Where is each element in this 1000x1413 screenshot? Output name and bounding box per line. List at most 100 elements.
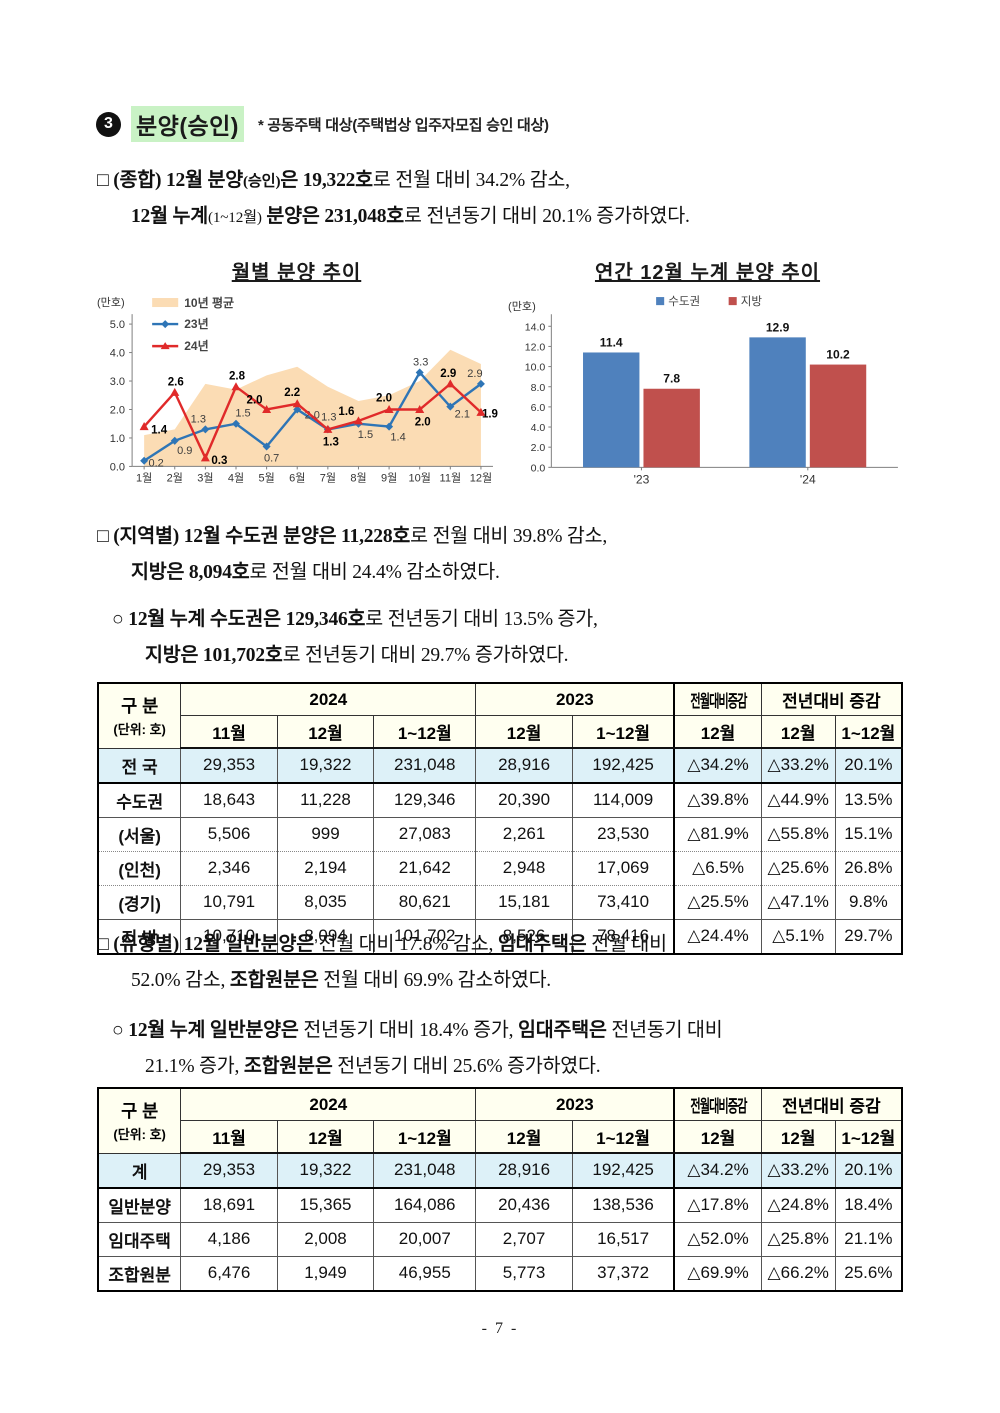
- svg-text:0.9: 0.9: [177, 445, 192, 457]
- row-label: 임대주택: [97, 1222, 182, 1257]
- table-cell: 20,436: [475, 1187, 573, 1223]
- table-cell: 25.6%: [834, 1256, 903, 1291]
- svg-text:2.0: 2.0: [376, 392, 392, 404]
- paragraph-line: 지방은 8,094호로 전월 대비 24.4% 감소하였다.: [131, 562, 500, 584]
- table-cell: 19,322: [276, 1153, 375, 1189]
- svg-text:2.0: 2.0: [415, 417, 431, 429]
- table-row: 일반분양 18,691 15,365 164,086 20,436 138,536 △17.…: [97, 1187, 903, 1223]
- monthly-chart-svg-mount: 0.0 1.0 2.0 3.0 4.0 5.0 (만호) 1월 2월 3월 4월 5월 6월 7월 8월 9월…: [94, 288, 499, 508]
- row-label: (인천): [97, 851, 182, 886]
- col-header: 12월: [475, 715, 573, 749]
- row-label: 조합원분: [97, 1256, 182, 1291]
- annual-chart-panel: 연간 12월 누계 분양 추이 0.0 2.0 4.0 6.0 8.0 10.0 12.0 1…: [505, 256, 910, 509]
- table-cell: 2,194: [276, 851, 375, 886]
- col-header: 1~12월: [571, 1120, 675, 1154]
- table-cell: △47.1%: [760, 885, 836, 920]
- svg-text:14.0: 14.0: [525, 321, 546, 333]
- svg-text:2.2: 2.2: [284, 387, 300, 399]
- col-header: 1~12월: [834, 1120, 903, 1154]
- col-header: 12월: [673, 715, 762, 749]
- table-cell: △6.5%: [673, 851, 762, 886]
- table-cell: 2,261: [475, 817, 573, 852]
- table-cell: 4,186: [180, 1222, 278, 1257]
- row-label: (경기): [97, 885, 182, 920]
- table-cell: △33.2%: [760, 1153, 836, 1189]
- table-cell: 129,346: [373, 782, 477, 818]
- monthly-chart-panel: 월별 분양 추이 0.0 1.0 2.0 3.0 4.0 5.0 (만호) 1월 2월 3월 4월 5…: [94, 256, 499, 509]
- table-cell: △24.4%: [673, 919, 762, 954]
- svg-text:2.9: 2.9: [467, 368, 482, 380]
- table-cell: △34.2%: [673, 1153, 762, 1189]
- table-cell: 18,691: [180, 1187, 278, 1223]
- table-cell: 11,228: [276, 782, 375, 818]
- col-header: 1~12월: [373, 1120, 477, 1154]
- table-cell: 5,773: [475, 1256, 573, 1291]
- table-cell: 8,094: [276, 919, 375, 954]
- table-corner-header: 구 분 (단위: 호): [97, 682, 182, 749]
- table-cell: 46,955: [373, 1256, 477, 1291]
- col-header: 12월: [760, 1120, 836, 1154]
- table-cell: 15,181: [475, 885, 573, 920]
- table-row: 전 국 29,353 19,322 231,048 28,916 192,425 △34.2…: [97, 748, 903, 784]
- table-cell: 20,007: [373, 1222, 477, 1257]
- table-row: 수도권 18,643 11,228 129,346 20,390 114,009 △39.8…: [97, 782, 903, 818]
- table-cell: △44.9%: [760, 782, 836, 818]
- table-cell: 5,506: [180, 817, 278, 852]
- table-cell: 15.1%: [834, 817, 903, 852]
- table-cell: 16,517: [571, 1222, 675, 1257]
- svg-text:4.0: 4.0: [110, 348, 125, 360]
- table-cell: 2,707: [475, 1222, 573, 1257]
- table-cell: △33.2%: [760, 748, 836, 784]
- table-cell: 23,530: [571, 817, 675, 852]
- section-number-badge: 3: [96, 111, 121, 137]
- table-cell: △5.1%: [760, 919, 836, 954]
- svg-text:(만호): (만호): [508, 300, 536, 313]
- table-cell: 231,048: [373, 748, 477, 784]
- table-cell: 101,702: [373, 919, 477, 954]
- table-cell: △55.8%: [760, 817, 836, 852]
- col-header: 12월: [475, 1120, 573, 1154]
- table-cell: 1,949: [276, 1256, 375, 1291]
- table-cell: 28,916: [475, 748, 573, 784]
- bar-수도권: [749, 337, 806, 468]
- svg-text:1.5: 1.5: [235, 408, 250, 420]
- svg-text:1월: 1월: [136, 471, 152, 484]
- svg-text:5.0: 5.0: [110, 319, 125, 331]
- col-header: 12월: [673, 1120, 762, 1154]
- bar-지방: [809, 364, 867, 468]
- row-label: 지 방: [97, 919, 182, 954]
- table-row: 임대주택 4,186 2,008 20,007 2,707 16,517 △52.0% △25…: [97, 1222, 903, 1257]
- svg-text:12월: 12월: [470, 471, 492, 484]
- paragraph-line: 12월 누계(1~12월) 분양은 231,048호로 전년동기 대비 20.1…: [131, 206, 690, 228]
- table-cell: 29.7%: [834, 919, 903, 954]
- table-cell: △39.8%: [673, 782, 762, 818]
- svg-text:3월: 3월: [197, 471, 213, 484]
- type-table: 구 분 (단위: 호) 2024 2023 전월대비증감 전년대비 증감 11월 12월 1~1…: [97, 1087, 903, 1292]
- table-cell: 114,009: [571, 782, 675, 818]
- svg-text:10월: 10월: [409, 471, 431, 484]
- table-cell: 27,083: [373, 817, 477, 852]
- col-group-header: 전월대비증감: [673, 1087, 762, 1121]
- svg-text:1.6: 1.6: [338, 406, 354, 418]
- paragraph-line: □ (지역별) 12월 수도권 분양은 11,228호로 전월 대비 39.8%…: [97, 526, 608, 547]
- svg-text:7.8: 7.8: [663, 372, 680, 386]
- svg-text:0.3: 0.3: [211, 455, 227, 467]
- table-cell: 10,791: [180, 885, 278, 920]
- svg-text:2.8: 2.8: [229, 371, 246, 383]
- table-cell: 2,008: [276, 1222, 375, 1257]
- paragraph-type: □ (유형별) 12월 일반분양은 전월 대비 17.8% 감소, 임대주택은 …: [97, 927, 909, 999]
- table-cell: 19,322: [276, 748, 375, 784]
- table-cell: △52.0%: [673, 1222, 762, 1257]
- table-cell: 17,069: [571, 851, 675, 886]
- table-cell: 20.1%: [834, 1153, 903, 1189]
- table-cell: △66.2%: [760, 1256, 836, 1291]
- section-title: 분양(승인): [131, 106, 244, 142]
- table-row: 지 방 10,710 8,094 101,702 8,526 78,416 △24.4% △5…: [97, 919, 903, 954]
- table-cell: 37,372: [571, 1256, 675, 1291]
- svg-text:1.3: 1.3: [321, 411, 336, 423]
- paragraph-line: ○ 12월 누계 일반분양은 전년동기 대비 18.4% 증가, 임대주택은 전…: [112, 1020, 723, 1041]
- table-row: 조합원분 6,476 1,949 46,955 5,773 37,372 △69.9% △66…: [97, 1256, 903, 1291]
- table-row: (서울) 5,506 999 27,083 2,261 23,530 △81.9% △55.8…: [97, 817, 903, 852]
- svg-text:2.0: 2.0: [247, 394, 263, 406]
- table-cell: △81.9%: [673, 817, 762, 852]
